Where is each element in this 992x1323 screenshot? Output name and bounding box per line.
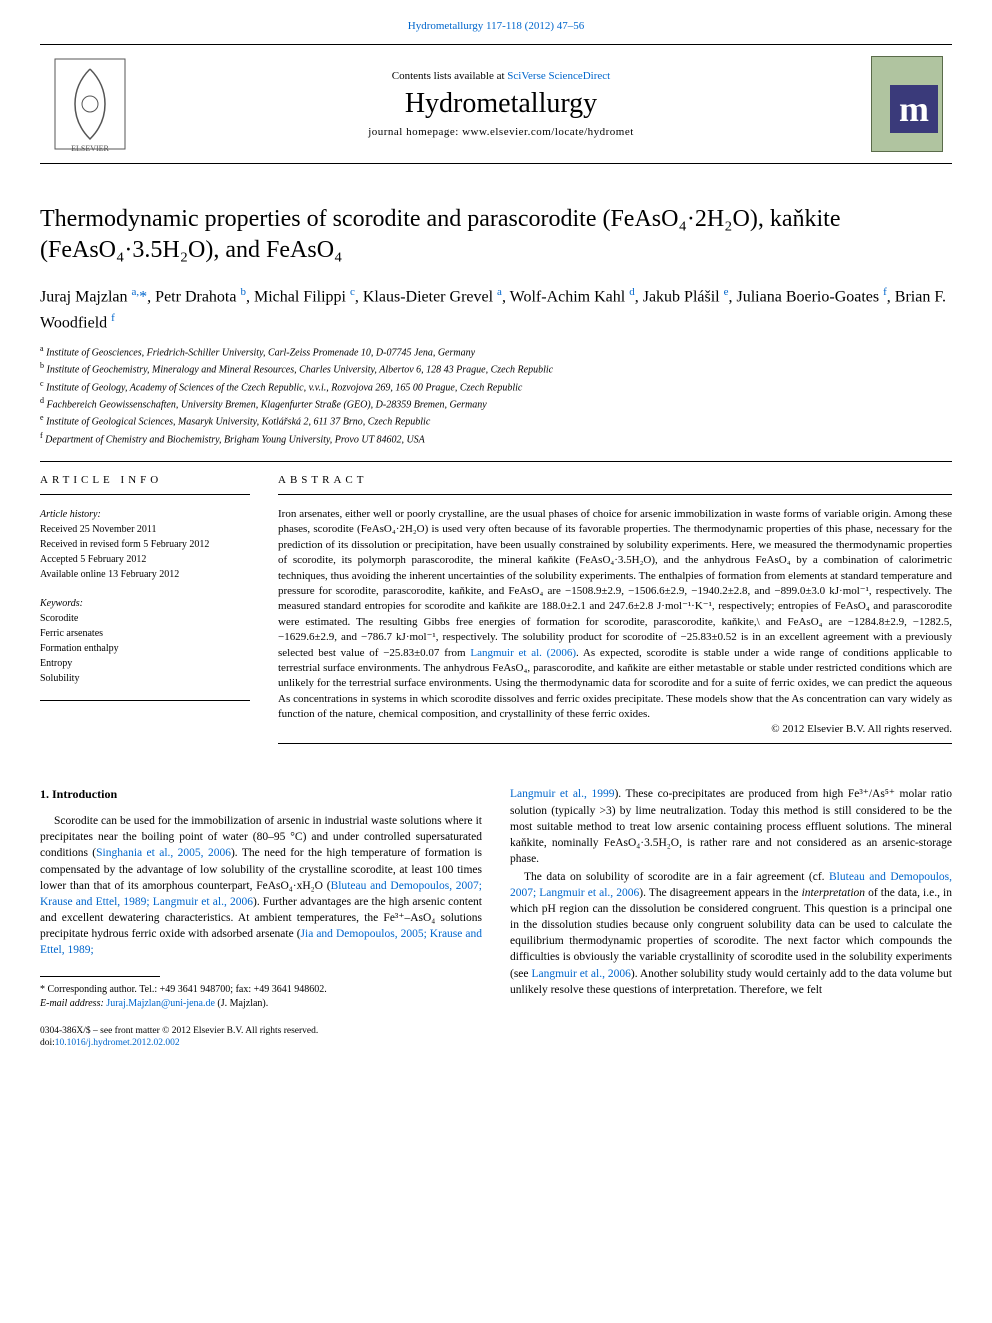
bottom-info: 0304-386X/$ – see front matter © 2012 El…: [40, 1025, 482, 1050]
copyright: © 2012 Elsevier B.V. All rights reserved…: [278, 723, 952, 735]
homepage-line: journal homepage: www.elsevier.com/locat…: [368, 126, 634, 138]
abstract-ref[interactable]: Langmuir et al. (2006): [470, 647, 576, 659]
body-columns: 1. Introduction Scorodite can be used fo…: [40, 786, 952, 1049]
keyword: Formation enthalpy: [40, 641, 250, 656]
journal-cover: m: [862, 45, 952, 163]
front-matter: 0304-386X/$ – see front matter © 2012 El…: [40, 1025, 482, 1037]
affiliation-line: b Institute of Geochemistry, Mineralogy …: [40, 360, 952, 377]
text-run: The data on solubility of scorodite are …: [524, 871, 829, 883]
contents-line: Contents lists available at SciVerse Sci…: [392, 70, 610, 82]
info-abstract-row: ARTICLE INFO Article history: Received 2…: [40, 474, 952, 756]
text-run: ). The disagreement appears in the: [639, 887, 801, 899]
journal-banner: ELSEVIER Contents lists available at Sci…: [40, 44, 952, 164]
body-col-left: 1. Introduction Scorodite can be used fo…: [40, 786, 482, 1049]
body-paragraph: Langmuir et al., 1999). These co-precipi…: [510, 786, 952, 866]
history-block: Article history: Received 25 November 20…: [40, 507, 250, 582]
keyword: Ferric arsenates: [40, 626, 250, 641]
history-line: Available online 13 February 2012: [40, 567, 250, 582]
abstract-col: ABSTRACT Iron arsenates, either well or …: [278, 474, 952, 756]
history-line: Received in revised form 5 February 2012: [40, 537, 250, 552]
rule-abstract: [278, 494, 952, 495]
contents-prefix: Contents lists available at: [392, 70, 507, 82]
keywords-label: Keywords:: [40, 596, 250, 611]
affiliation-line: f Department of Chemistry and Biochemist…: [40, 430, 952, 447]
affiliation-line: e Institute of Geological Sciences, Masa…: [40, 412, 952, 429]
intro-paragraph: Scorodite can be used for the immobiliza…: [40, 813, 482, 958]
rule-abstract-bottom: [278, 743, 952, 744]
affiliation-line: a Institute of Geosciences, Friedrich-Sc…: [40, 343, 952, 360]
elsevier-logo: ELSEVIER: [40, 45, 140, 163]
homepage-prefix: journal homepage:: [368, 126, 462, 138]
authors-line: Juraj Majzlan a,*, Petr Drahota b, Micha…: [40, 284, 952, 335]
doi-prefix: doi:: [40, 1038, 55, 1048]
doi-link[interactable]: 10.1016/j.hydromet.2012.02.002: [55, 1038, 180, 1048]
intro-heading: 1. Introduction: [40, 786, 482, 803]
svg-text:ELSEVIER: ELSEVIER: [71, 144, 109, 153]
history-line: Accepted 5 February 2012: [40, 552, 250, 567]
text-run: of the data, i.e., in which pH region ca…: [510, 887, 952, 979]
article-info-head: ARTICLE INFO: [40, 474, 250, 486]
body-paragraph: The data on solubility of scorodite are …: [510, 869, 952, 998]
abstract-part1: Iron arsenates, either well or poorly cr…: [278, 508, 952, 659]
banner-center: Contents lists available at SciVerse Sci…: [140, 45, 862, 163]
keyword: Scorodite: [40, 611, 250, 626]
homepage-url: www.elsevier.com/locate/hydromet: [462, 126, 634, 138]
article-title: Thermodynamic properties of scorodite an…: [40, 204, 952, 266]
footnote-email-suffix: (J. Majzlan).: [215, 998, 268, 1009]
citation-link[interactable]: Langmuir et al., 1999: [510, 788, 614, 800]
em-interpretation: interpretation: [802, 887, 865, 899]
rule-top: [40, 461, 952, 462]
citation-link[interactable]: Langmuir et al., 2006: [531, 968, 630, 980]
keyword: Entropy: [40, 656, 250, 671]
journal-name: Hydrometallurgy: [405, 88, 597, 120]
affiliations: a Institute of Geosciences, Friedrich-Sc…: [40, 343, 952, 447]
history-line: Received 25 November 2011: [40, 522, 250, 537]
history-label: Article history:: [40, 507, 250, 522]
body-col-right: Langmuir et al., 1999). These co-precipi…: [510, 786, 952, 1049]
footnote-email-label: E-mail address:: [40, 998, 104, 1009]
rule-info: [40, 494, 250, 495]
abstract-head: ABSTRACT: [278, 474, 952, 486]
corresponding-footnote: * Corresponding author. Tel.: +49 3641 9…: [40, 983, 482, 1011]
footnote-email[interactable]: Juraj.Majzlan@uni-jena.de: [106, 998, 215, 1009]
affiliation-line: d Fachbereich Geowissenschaften, Univers…: [40, 395, 952, 412]
header-citation: Hydrometallurgy 117-118 (2012) 47–56: [40, 20, 952, 32]
keyword: Solubility: [40, 671, 250, 686]
abstract-text: Iron arsenates, either well or poorly cr…: [278, 507, 952, 722]
footnote-rule: [40, 976, 160, 977]
sciencedirect-link[interactable]: SciVerse ScienceDirect: [507, 70, 610, 82]
footnote-corr: * Corresponding author. Tel.: +49 3641 9…: [40, 983, 482, 997]
citation-link[interactable]: Singhania et al., 2005, 2006: [96, 847, 231, 859]
rule-info-bottom: [40, 700, 250, 701]
article-info-col: ARTICLE INFO Article history: Received 2…: [40, 474, 250, 756]
affiliation-line: c Institute of Geology, Academy of Scien…: [40, 378, 952, 395]
keywords-block: Keywords: Scorodite Ferric arsenates For…: [40, 596, 250, 686]
